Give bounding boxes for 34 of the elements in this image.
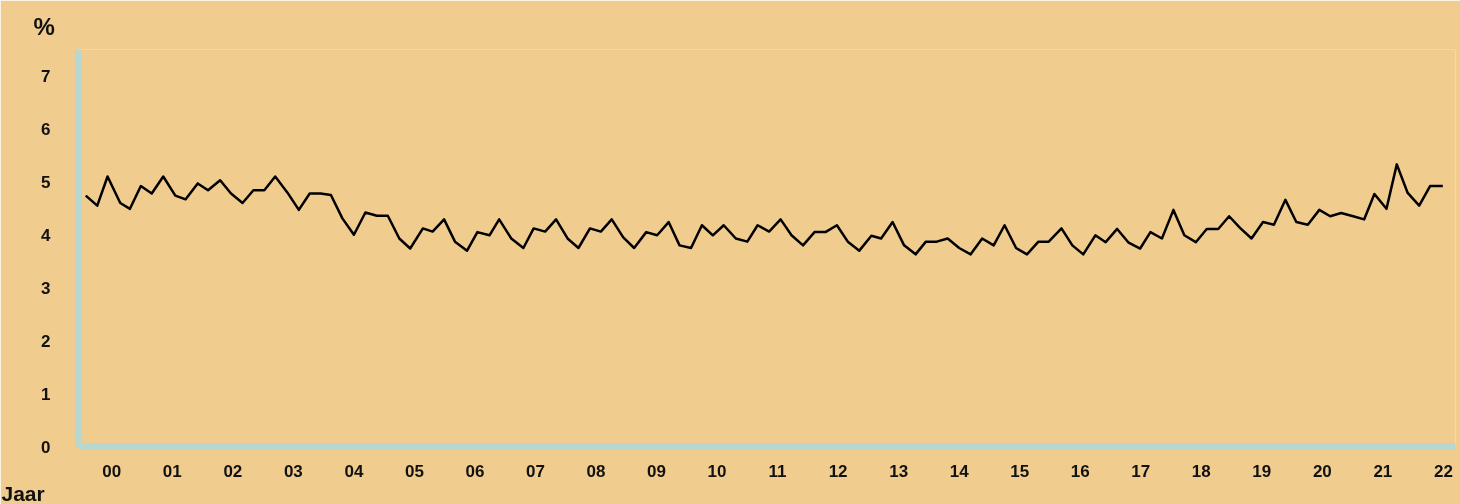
y-tick-label: 5 [41, 172, 51, 192]
x-tick-label: 19 [1252, 461, 1272, 481]
x-tick-label: 08 [586, 461, 606, 481]
x-tick-label: 15 [1010, 461, 1030, 481]
y-axis-title: % [33, 12, 55, 40]
line-series [84, 163, 1445, 256]
x-tick-label: 05 [404, 461, 424, 481]
x-tick-label: 18 [1191, 461, 1211, 481]
y-tick-label: 0 [41, 437, 51, 457]
x-tick-label: 09 [647, 461, 666, 481]
y-tick-label: 4 [41, 225, 52, 245]
x-tick-label: 01 [162, 461, 182, 481]
x-tick-label: 21 [1373, 461, 1393, 481]
y-tick-label: 7 [41, 66, 51, 86]
x-tick-label: 00 [102, 461, 122, 481]
x-tick-label: 06 [465, 461, 485, 481]
x-tick-label: 12 [828, 461, 848, 481]
x-tick-label: 04 [344, 461, 364, 481]
x-tick-label: 11 [768, 461, 787, 481]
y-tick-label: 1 [41, 384, 51, 404]
x-tick-label: 16 [1070, 461, 1090, 481]
y-tick-label: 3 [41, 278, 51, 298]
x-tick-label: 02 [223, 461, 243, 481]
x-tick-label: 10 [707, 461, 727, 481]
y-tick-label: 2 [41, 331, 51, 351]
x-tick-label: 03 [283, 461, 303, 481]
x-tick-label: 07 [526, 461, 545, 481]
x-tick-label: 14 [949, 461, 970, 481]
x-tick-label: 13 [889, 461, 909, 481]
x-tick-label: 17 [1131, 461, 1151, 481]
x-tick-label: 20 [1312, 461, 1332, 481]
x-tick-label: 22 [1433, 461, 1453, 481]
y-tick-label: 6 [41, 119, 51, 139]
x-axis-title: Jaar [1, 481, 45, 504]
